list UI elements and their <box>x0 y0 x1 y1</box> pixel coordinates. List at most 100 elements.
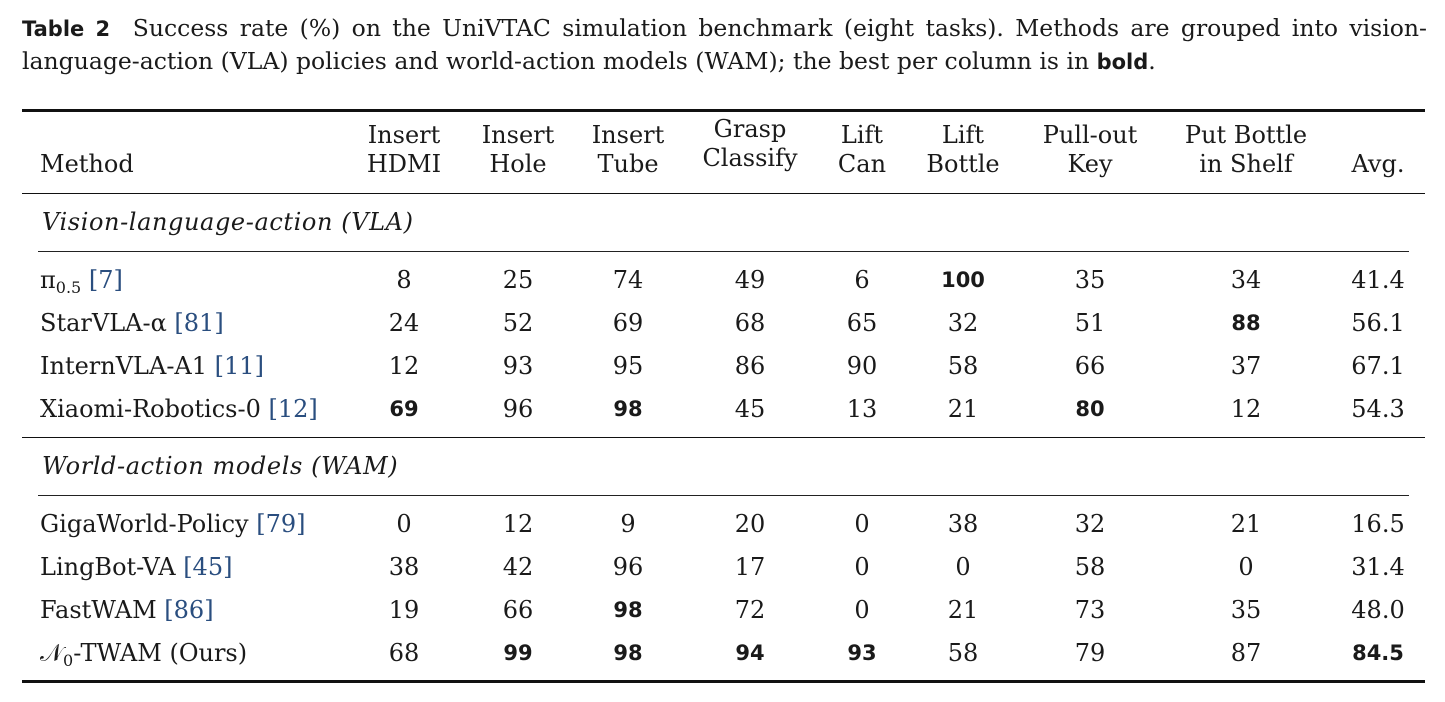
table-cell: 73 <box>1074 596 1106 624</box>
caption-text: Success rate (%) on the UniVTAC simulati… <box>22 14 1427 75</box>
table-cell: 9 <box>620 510 636 538</box>
column-header-line: Insert <box>481 121 555 149</box>
table-cell: 58 <box>947 352 979 380</box>
table-cell: 84.5 <box>1352 641 1404 665</box>
method-label: FastWAM <box>40 596 157 624</box>
column-header: Insert Tube <box>538 121 718 179</box>
table-cell: 96 <box>502 395 534 423</box>
table-cell: 69 <box>389 397 419 421</box>
table-cell: 99 <box>503 641 533 665</box>
table-label: Table 2 <box>22 17 111 41</box>
table-cell: 48.0 <box>1351 596 1405 624</box>
table-cell: 38 <box>947 510 979 538</box>
table-cell: 0 <box>854 596 870 624</box>
table-cell: 80 <box>1075 397 1105 421</box>
citation: [45] <box>175 553 233 581</box>
table-caption: Table 2 Success rate (%) on the UniVTAC … <box>22 12 1427 78</box>
table-cell: 65 <box>846 309 878 337</box>
table-cell: 32 <box>1074 510 1106 538</box>
table-cell: 72 <box>734 596 766 624</box>
column-header: Lift Bottle <box>873 121 1053 179</box>
column-header-line: in Shelf <box>1199 150 1293 178</box>
table-cell: 68 <box>388 639 420 667</box>
table-top-rule <box>22 109 1425 112</box>
column-header-line: Lift <box>840 121 884 149</box>
table-cell: 13 <box>846 395 878 423</box>
column-header-line: Insert <box>367 121 441 149</box>
table-cell: 52 <box>502 309 534 337</box>
column-header: Lift Can <box>772 121 952 179</box>
table-cell: 67.1 <box>1351 352 1405 380</box>
column-header-line: Insert <box>591 121 665 149</box>
table-cell: 0 <box>1238 553 1254 581</box>
column-header-line: Pull-out <box>1042 121 1138 149</box>
table-cell: 32 <box>947 309 979 337</box>
column-header-line: Put Bottle <box>1184 121 1308 149</box>
column-header-line: Tube <box>597 150 659 178</box>
table-cell: 25 <box>502 266 534 294</box>
table-cell: 66 <box>502 596 534 624</box>
table-cell: 87 <box>1230 639 1262 667</box>
table-cell: 21 <box>1230 510 1262 538</box>
method-label: 𝒩 <box>40 639 63 667</box>
table-cell: 79 <box>1074 639 1106 667</box>
column-header-line: Classify <box>702 144 798 172</box>
table-cell: 21 <box>947 596 979 624</box>
table-cell: 66 <box>1074 352 1106 380</box>
column-header: Insert Hole <box>428 121 608 179</box>
method-name: LingBot-VA [45] <box>40 553 232 581</box>
method-suffix: -TWAM (Ours) <box>73 639 248 667</box>
table-cell: 21 <box>947 395 979 423</box>
table-cell: 0 <box>955 553 971 581</box>
header-rule <box>22 193 1425 195</box>
citation: [81] <box>166 309 224 337</box>
citation: [12] <box>260 395 318 423</box>
caption-bold-word: bold <box>1096 50 1149 74</box>
column-header: Put Bottle in Shelf <box>1156 121 1336 179</box>
table-cell: 17 <box>734 553 766 581</box>
method-name: StarVLA-α [81] <box>40 309 224 337</box>
citation: [86] <box>156 596 214 624</box>
table-cell: 95 <box>612 352 644 380</box>
column-header-line: Hole <box>489 150 547 178</box>
column-header-line: Bottle <box>926 150 1000 178</box>
column-header-method: Method <box>40 150 134 178</box>
table-cell: 56.1 <box>1351 309 1405 337</box>
column-header-line: Lift <box>941 121 985 149</box>
table-cell: 69 <box>612 309 644 337</box>
column-header: Insert HDMI <box>314 121 494 179</box>
table-cell: 68 <box>734 309 766 337</box>
method-label: GigaWorld-Policy <box>40 510 249 538</box>
table-cell: 0 <box>854 510 870 538</box>
table-cell: 31.4 <box>1351 553 1405 581</box>
column-header-line: Grasp <box>713 115 787 143</box>
column-header: Pull-out Key <box>1000 121 1180 179</box>
table-cell: 37 <box>1230 352 1262 380</box>
table-cell: 24 <box>388 309 420 337</box>
table-cell: 93 <box>847 641 877 665</box>
group-title: Vision-language-action (VLA) <box>42 208 414 236</box>
table-cell: 51 <box>1074 309 1106 337</box>
table-cell: 8 <box>396 266 412 294</box>
table-cell: 0 <box>396 510 412 538</box>
method-name: InternVLA-A1 [11] <box>40 352 264 380</box>
caption-end: . <box>1148 47 1156 75</box>
table-cell: 98 <box>613 397 643 421</box>
method-label: InternVLA-A1 <box>40 352 208 380</box>
table-cell: 86 <box>734 352 766 380</box>
table-cell: 98 <box>613 598 643 622</box>
table-cell: 19 <box>388 596 420 624</box>
method-label: π <box>40 266 56 294</box>
table-cell: 34 <box>1230 266 1262 294</box>
table-bottom-rule <box>22 680 1425 683</box>
table-cell: 58 <box>1074 553 1106 581</box>
table-cell: 49 <box>734 266 766 294</box>
table-cell: 54.3 <box>1351 395 1405 423</box>
method-name: Xiaomi-Robotics-0 [12] <box>40 395 318 423</box>
citation: [11] <box>207 352 264 380</box>
group-rule-vla <box>38 251 1409 252</box>
table-cell: 35 <box>1230 596 1262 624</box>
table-cell: 38 <box>388 553 420 581</box>
table-cell: 6 <box>854 266 870 294</box>
table-cell: 100 <box>941 268 985 292</box>
